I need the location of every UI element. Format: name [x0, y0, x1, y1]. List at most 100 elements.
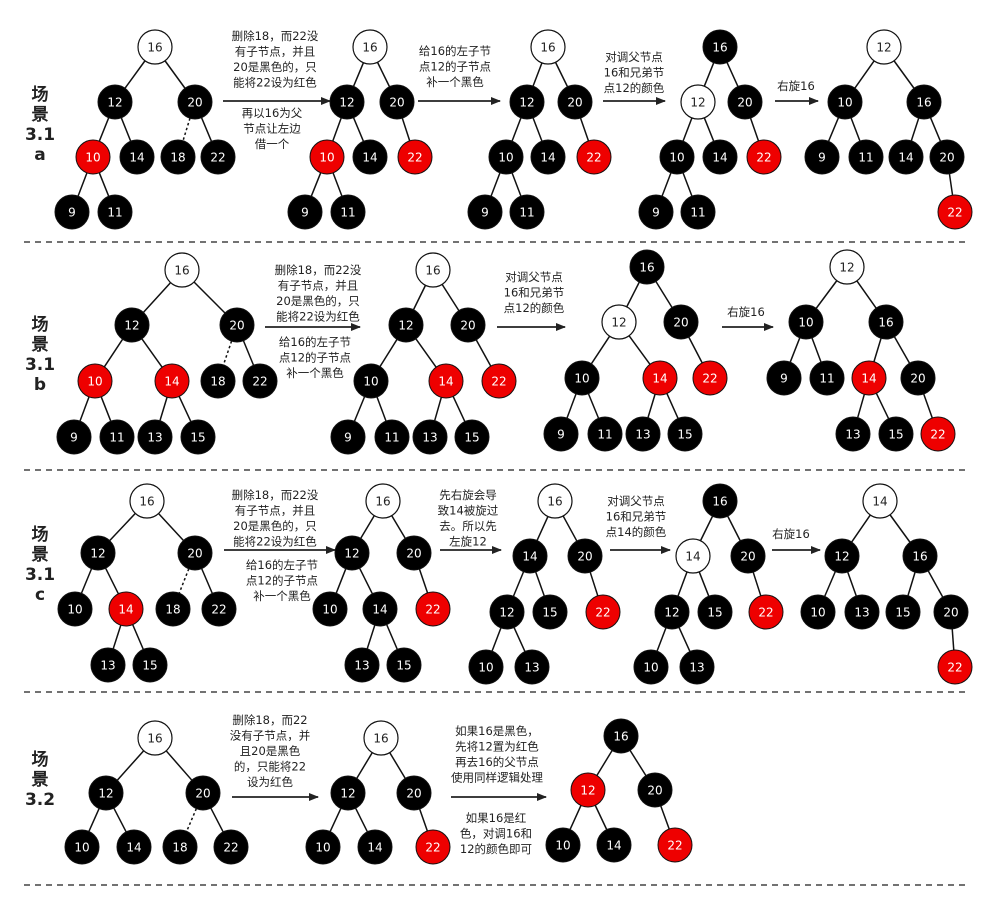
tree-node-label: 11 [107, 206, 122, 220]
tree-edge [332, 117, 342, 142]
tree-edge [418, 808, 429, 832]
tree-node-label: 9 [557, 428, 565, 442]
tree-edge [554, 61, 569, 88]
tree-node-label: 9 [301, 206, 309, 220]
tree-edge [415, 338, 437, 368]
tree-node: 10 [309, 139, 345, 175]
tree-node: 16 [164, 252, 200, 288]
tree-node-circle [530, 29, 566, 65]
tree-node-label: 13 [354, 659, 369, 673]
step-note-line: 给16的左子节 [279, 335, 351, 349]
tree-edge [165, 750, 193, 781]
tree-node-circle [379, 84, 415, 120]
tree-node: 12 [509, 84, 545, 120]
tree-edge [98, 172, 110, 197]
tree-node-circle [119, 139, 155, 175]
tree: 12 10 16 9 11 14 20 22 [804, 29, 973, 230]
step-note-line: 左旋12 [449, 535, 487, 549]
tree-node: 14 [116, 829, 152, 865]
tree-node: 22 [746, 139, 782, 175]
tree-node-label: 20 [567, 96, 582, 110]
tree-node-circle [97, 84, 133, 120]
tree-edge [726, 62, 739, 87]
scene-label-line: 3.2 [25, 790, 55, 810]
tree-node: 12 [114, 307, 150, 343]
tree-node-circle [54, 194, 90, 230]
tree-node-circle [467, 194, 503, 230]
step-note-line: 如果16是红 [466, 811, 527, 825]
tree-node-circle [532, 594, 568, 630]
tree-node-circle [824, 538, 860, 574]
tree-node-label: 16 [712, 495, 727, 509]
tree-node-label: 13 [689, 661, 704, 675]
tree-edge [789, 337, 801, 363]
tree-node: 14 [108, 591, 144, 627]
tree-edge [703, 62, 715, 87]
tree-node-circle [829, 249, 865, 285]
tree-node-label: 11 [519, 206, 534, 220]
tree-node-circle [937, 194, 973, 230]
tree-node-circle [730, 538, 766, 574]
step-note-line: 有子节点，并且 [278, 279, 359, 293]
tree: 16 12 20 10 14 18 22 [64, 720, 249, 865]
tree-node-circle [415, 591, 451, 627]
tree-node: 15 [454, 419, 490, 455]
tree-node-circle [748, 594, 784, 630]
tree-node-label: 10 [837, 96, 852, 110]
tree-node-circle [177, 84, 213, 120]
tree-node: 9 [287, 194, 323, 230]
tree-node-circle [330, 194, 366, 230]
step-note-line: 先右旋会导 [439, 488, 497, 502]
step-note-line: 右旋16 [772, 527, 810, 541]
tree-edge [677, 571, 688, 597]
tree: 16 12 20 10 14 22 [305, 720, 451, 865]
tree-node-label: 16 [362, 41, 377, 55]
tree-node-label: 10 [810, 606, 825, 620]
step-note-line: 色，对调16和 [460, 827, 532, 841]
tree-node-label: 14 [606, 839, 621, 853]
tree-node-circle [788, 304, 824, 340]
tree-node-label: 12 [690, 96, 705, 110]
step-note-line: 20是黑色的，只 [233, 60, 317, 74]
tree-node: 22 [937, 194, 973, 230]
tree-node-label: 14 [872, 495, 887, 509]
tree-node: 14 [851, 360, 887, 396]
tree-node-circle [800, 594, 836, 630]
tree-node-label: 12 [499, 606, 514, 620]
tree-node: 14 [352, 139, 388, 175]
tree-node-label: 20 [195, 787, 210, 801]
tree-edge [889, 514, 911, 543]
tree-node: 20 [900, 360, 936, 396]
tree-node: 22 [657, 827, 693, 863]
tree-edge [661, 172, 672, 197]
tree-edge [749, 117, 760, 142]
tree-node: 22 [481, 363, 517, 399]
tree-node: 13 [514, 649, 550, 685]
tree-node-circle [697, 594, 733, 630]
tree-node: 10 [312, 591, 348, 627]
tree-node-circle [625, 416, 661, 452]
step-note-line: 20是黑色的，只 [276, 294, 360, 308]
step-note-line: 点12的颜色 [504, 301, 565, 315]
tree-node-circle [396, 775, 432, 811]
tree-edge [536, 516, 549, 541]
step-note-line: 右旋16 [777, 79, 815, 93]
tree-node-circle [374, 419, 410, 455]
tree-node-label: 13 [100, 659, 115, 673]
tree-node-circle [154, 363, 190, 399]
tree-node-label: 12 [611, 316, 626, 330]
tree-edge [352, 117, 365, 142]
tree-node-circle [679, 649, 715, 685]
tree-node: 18 [162, 829, 198, 865]
tree-node: 22 [200, 139, 236, 175]
tree-edge [535, 571, 545, 597]
step-note-line: 点12的子节点 [279, 351, 351, 365]
tree-node-label: 10 [363, 375, 378, 389]
tree-node-label: 14 [522, 550, 537, 564]
step-note: 右旋16 [727, 305, 765, 319]
tree-node-label: 14 [540, 151, 555, 165]
step-note-line: 点14的颜色 [606, 525, 667, 539]
tree-node-circle [388, 307, 424, 343]
tree-edge [594, 805, 608, 830]
tree-node: 11 [330, 194, 366, 230]
